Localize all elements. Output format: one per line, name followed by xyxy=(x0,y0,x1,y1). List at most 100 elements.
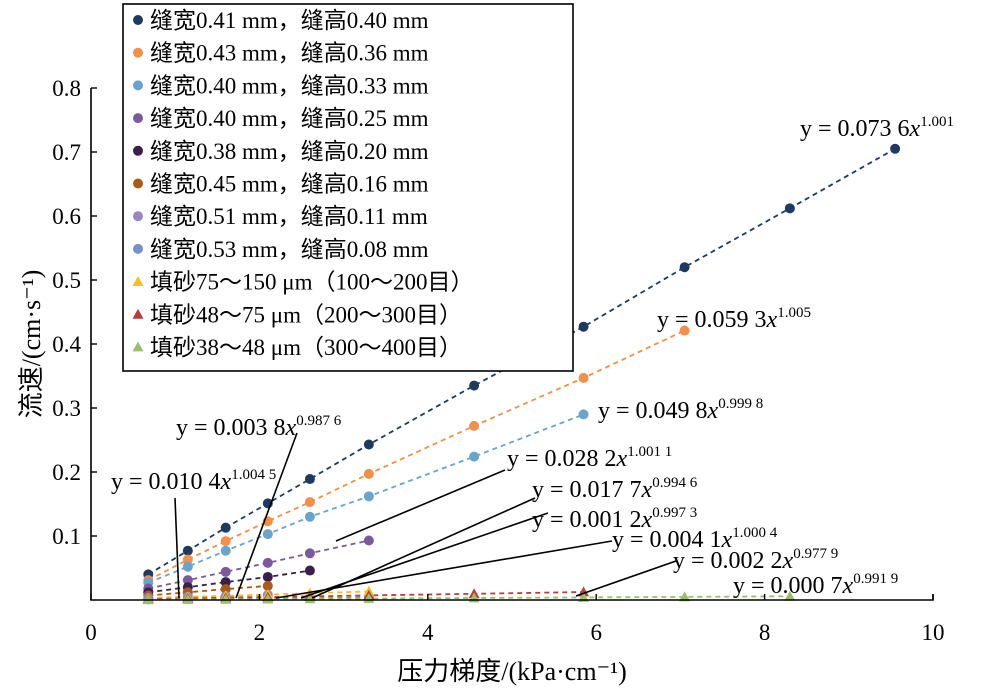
x-tick-label: 8 xyxy=(759,620,771,645)
data-point xyxy=(679,262,690,273)
legend-box xyxy=(122,3,574,372)
data-point xyxy=(890,143,901,154)
data-point xyxy=(182,561,193,572)
data-point xyxy=(469,420,480,431)
y-tick-label: 0.7 xyxy=(52,140,81,165)
fit-equation-variable: x xyxy=(909,116,921,142)
fit-equation: y = 0.010 4x1.004 5 xyxy=(111,467,276,495)
data-point xyxy=(262,580,273,591)
fit-equation: y = 0.028 2x1.001 1 xyxy=(507,444,672,472)
fit-equation-variable: x xyxy=(707,398,719,424)
y-tick-label: 0.5 xyxy=(52,268,81,293)
data-point xyxy=(220,577,231,588)
fit-equation-exponent: 1.001 1 xyxy=(627,444,672,460)
fit-equation: y = 0.017 7x0.994 6 xyxy=(532,475,698,503)
fit-equation-variable: x xyxy=(285,415,297,441)
y-tick-label: 0.4 xyxy=(52,332,81,357)
data-point xyxy=(363,535,374,546)
fit-equation-exponent: 1.000 4 xyxy=(732,525,778,541)
fit-equation-coefficient: y = 0.049 8 xyxy=(598,398,708,424)
data-point xyxy=(220,545,231,556)
data-point xyxy=(182,593,194,604)
legend-label: 缝宽0.53 mm，缝高0.08 mm xyxy=(150,237,429,262)
x-tick-label: 10 xyxy=(922,620,945,645)
data-point xyxy=(220,566,231,577)
series-line-3 xyxy=(148,539,370,590)
fit-equation-variable: x xyxy=(641,507,653,533)
legend-label: 缝宽0.40 mm，缝高0.33 mm xyxy=(150,73,429,98)
y-tick-label: 0.1 xyxy=(52,524,81,549)
legend-label: 填砂75～150 μm（100～200目） xyxy=(150,270,473,295)
legend-label: 填砂38～48 μm（300～400目） xyxy=(150,335,462,360)
data-point xyxy=(304,511,315,522)
legend-marker xyxy=(133,15,143,25)
data-points-layer xyxy=(142,143,901,605)
fit-equation-coefficient: y = 0.073 6 xyxy=(800,116,910,142)
fit-equation-exponent: 0.987 6 xyxy=(296,413,342,429)
data-point xyxy=(182,554,193,565)
data-point xyxy=(578,372,589,383)
fit-equation-exponent: 0.997 3 xyxy=(652,505,697,521)
legend-marker xyxy=(132,308,144,319)
legend-marker xyxy=(133,243,143,254)
fit-equation-coefficient: y = 0.010 4 xyxy=(111,469,221,495)
x-tick-label: 2 xyxy=(254,620,266,645)
legend-label: 缝宽0.45 mm，缝高0.16 mm xyxy=(150,172,429,197)
equation-leader-line xyxy=(575,560,677,597)
series-line-8 xyxy=(148,590,369,599)
fit-equation-coefficient: y = 0.004 1 xyxy=(612,527,722,553)
data-point xyxy=(679,591,691,602)
fit-equation: y = 0.049 8x0.999 8 xyxy=(598,396,763,424)
legend-label: 缝宽0.43 mm，缝高0.36 mm xyxy=(150,41,429,66)
y-tick-label: 0.3 xyxy=(52,396,81,421)
fit-equation-exponent: 0.999 8 xyxy=(718,396,763,412)
fit-equation: y = 0.002 2x0.977 9 xyxy=(673,546,838,574)
fit-equation-exponent: 0.994 6 xyxy=(652,475,698,491)
data-point xyxy=(220,536,231,547)
data-point xyxy=(220,593,232,604)
data-point xyxy=(182,545,193,556)
x-tick-label: 6 xyxy=(590,620,602,645)
x-tick-label: 0 xyxy=(85,620,97,645)
data-point xyxy=(469,451,480,462)
legend-marker xyxy=(133,211,143,222)
legend-marker xyxy=(133,113,143,124)
equation-leader-line xyxy=(235,432,298,599)
legend-label: 缝宽0.41 mm，缝高0.40 mm xyxy=(150,8,429,33)
legend-label: 缝宽0.51 mm，缝高0.11 mm xyxy=(150,204,428,229)
data-point xyxy=(262,593,274,604)
fit-equation: y = 0.073 6x1.001 xyxy=(800,114,954,142)
series-line-5 xyxy=(148,585,268,597)
legend-marker xyxy=(132,341,144,352)
fit-equation-variable: x xyxy=(721,527,733,553)
fit-equation-coefficient: y = 0.017 7 xyxy=(532,477,642,503)
fit-equation-variable: x xyxy=(766,307,778,333)
legend: 缝宽0.41 mm，缝高0.40 mm 缝宽0.43 mm，缝高0.36 mm 缝宽… xyxy=(122,3,574,372)
data-point xyxy=(363,491,374,502)
fit-equation: y = 0.001 2x0.997 3 xyxy=(532,505,697,533)
fit-equation-coefficient: y = 0.059 3 xyxy=(657,307,767,333)
fit-equation-coefficient: y = 0.001 2 xyxy=(532,507,642,533)
fit-equation-variable: x xyxy=(220,469,232,495)
data-point xyxy=(784,590,796,601)
fit-equation-coefficient: y = 0.028 2 xyxy=(507,446,617,472)
fit-equation: y = 0.000 7x0.991 9 xyxy=(733,571,898,599)
equation-leader-line xyxy=(300,512,549,599)
fit-equation: y = 0.003 8x0.987 6 xyxy=(176,413,342,441)
fit-equation-coefficient: y = 0.002 2 xyxy=(673,548,783,574)
fit-equation: y = 0.004 1x1.000 4 xyxy=(612,525,778,553)
data-point xyxy=(220,522,231,533)
legend-marker xyxy=(133,145,143,156)
equation-leader-line xyxy=(174,497,180,599)
legend-label: 缝宽0.38 mm，缝高0.20 mm xyxy=(150,139,429,164)
legend-label: 缝宽0.40 mm，缝高0.25 mm xyxy=(150,106,429,131)
fit-equation-variable: x xyxy=(616,446,628,472)
data-point xyxy=(262,529,273,540)
fit-equation-variable: x xyxy=(842,573,854,599)
series-line-2 xyxy=(147,413,584,584)
data-point xyxy=(679,325,690,336)
fit-equation-exponent: 1.004 5 xyxy=(231,467,276,483)
data-point xyxy=(304,565,315,576)
